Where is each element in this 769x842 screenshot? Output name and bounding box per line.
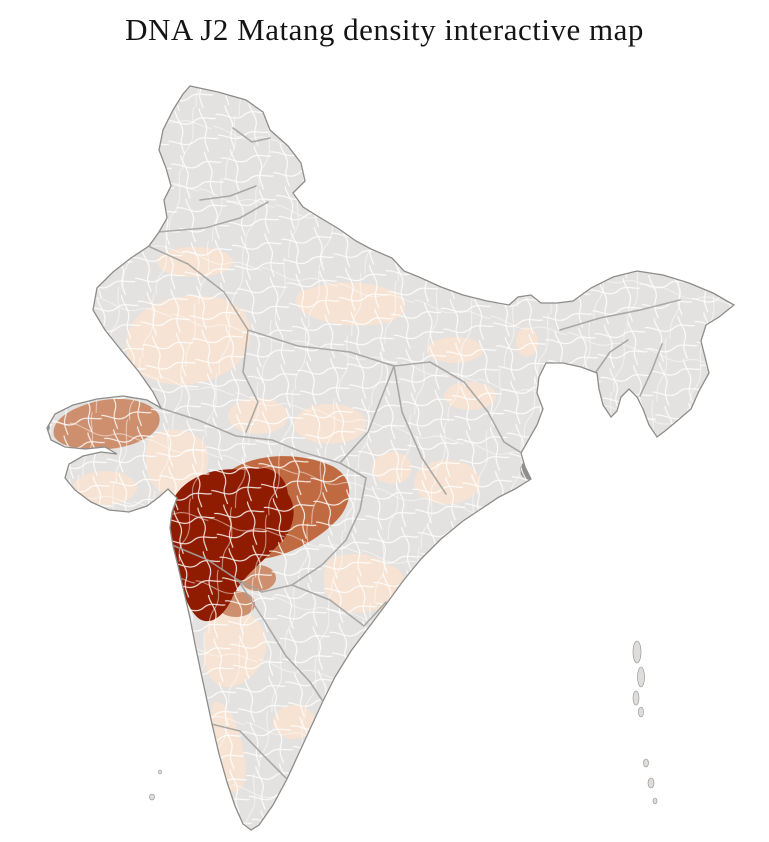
- density-patch-mp-west[interactable]: [228, 398, 288, 434]
- density-patch-bihar[interactable]: [427, 337, 483, 363]
- no-data-patch-bengal-border[interactable]: [520, 459, 546, 481]
- nicobar-islands[interactable]: [643, 758, 658, 805]
- density-patch-andhra-coast[interactable]: [373, 566, 407, 618]
- no-data-patch-kutch-west[interactable]: [40, 422, 50, 432]
- page-title: DNA J2 Matang density interactive map: [125, 12, 644, 47]
- density-patch-odisha[interactable]: [414, 460, 480, 504]
- density-patch-bengal-duars[interactable]: [516, 327, 538, 357]
- lakshadweep-islands[interactable]: [149, 769, 162, 801]
- andaman-islands[interactable]: [632, 640, 645, 718]
- density-patch-tamil-nadu[interactable]: [273, 705, 315, 739]
- density-patch-punjab-haryana[interactable]: [157, 247, 233, 277]
- density-patch-mp-east[interactable]: [294, 404, 366, 444]
- density-patch-chhattisgarh[interactable]: [372, 452, 412, 484]
- density-patch-saurashtra[interactable]: [73, 471, 137, 505]
- density-patch-jharkhand[interactable]: [444, 382, 496, 410]
